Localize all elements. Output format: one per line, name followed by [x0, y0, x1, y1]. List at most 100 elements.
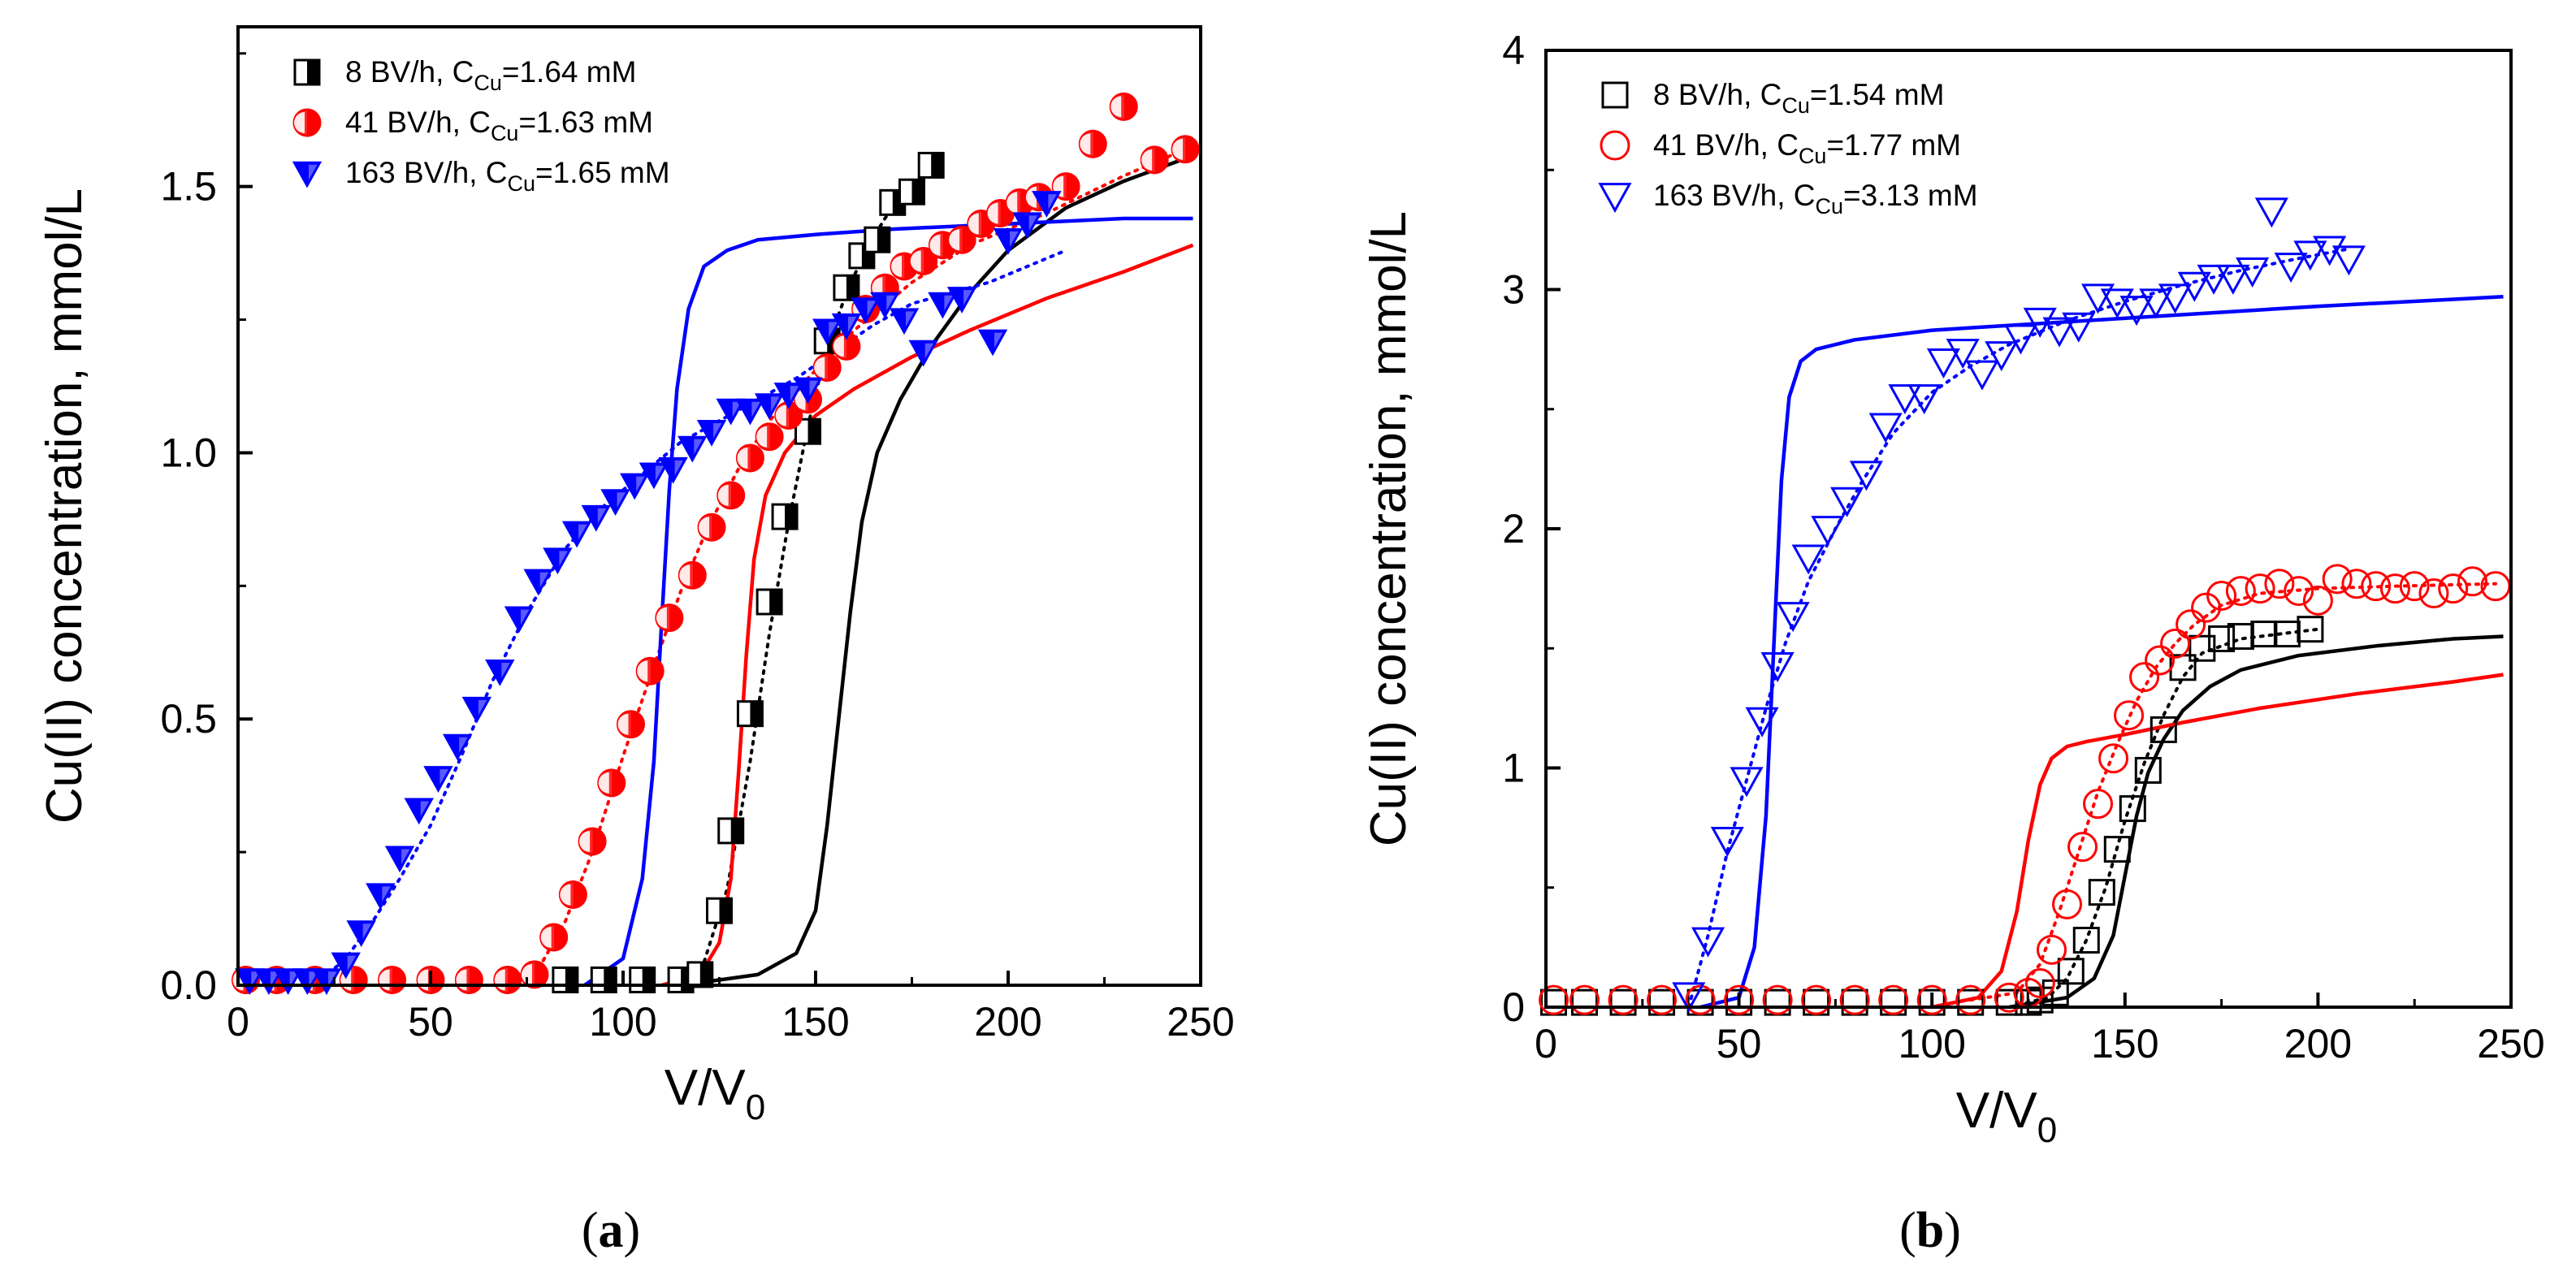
data-point-series-2	[597, 768, 626, 798]
data-point-series-2	[1569, 984, 1600, 1015]
legend-marker-symbol-3	[1598, 183, 1632, 214]
data-point-series-3	[2042, 317, 2076, 348]
y-tick-label: 1.5	[160, 164, 217, 210]
panel-b-y-axis-title: Cu(II) concentration, mmol/L	[1361, 211, 1417, 846]
data-point-series-1	[706, 897, 733, 924]
data-point-series-3	[696, 420, 727, 447]
legend-b-marker-1	[1601, 81, 1629, 109]
data-point-series-3	[2119, 296, 2154, 327]
data-point-series-2	[2457, 566, 2487, 597]
data-point-series-3	[504, 606, 535, 634]
data-point-series-2	[1801, 984, 1832, 1015]
data-point-series-1	[2119, 795, 2146, 823]
legend-b-marker-2	[1600, 130, 1630, 161]
data-point-series-3	[346, 920, 376, 947]
data-point-series-2	[1647, 984, 1678, 1015]
legend-b-item-1: 8 BV/h, CCu=1.54 mM	[1601, 78, 1944, 118]
x-tick-label: 0	[227, 999, 249, 1045]
data-point-series-1	[898, 178, 925, 205]
data-point-series-2	[2176, 609, 2206, 640]
series-3-points	[235, 191, 1062, 995]
data-point-series-2	[1608, 984, 1639, 1015]
legend-a-marker-3	[292, 161, 323, 188]
data-point-series-3	[1791, 544, 1825, 575]
data-point-series-2	[616, 710, 645, 739]
data-point-series-2	[2245, 573, 2275, 604]
data-point-series-3	[292, 968, 323, 995]
legend-a-label-3: 163 BV/h, CCu=1.65 mM	[345, 156, 670, 196]
fit-dotted-6	[1686, 247, 2351, 1009]
data-point-series-3	[993, 228, 1024, 255]
fit-dotted-series-2	[505, 147, 1187, 987]
data-point-series-2	[697, 513, 726, 542]
legend-a-item-1: 8 BV/h, CCu=1.64 mM	[293, 55, 636, 95]
data-point-series-2	[493, 965, 522, 994]
data-point-series-3	[2177, 271, 2211, 302]
data-point-series-2	[2083, 789, 2114, 820]
data-point-series-3	[384, 846, 415, 873]
y-tick-label: 0	[1502, 984, 1525, 1030]
data-point-series-2	[2024, 968, 2055, 999]
data-point-series-3	[423, 766, 453, 793]
data-point-series-3	[716, 398, 746, 426]
legend-b-label-2: 41 BV/h, CCu=1.77 mM	[1653, 128, 1961, 168]
data-point-series-3	[2236, 257, 2270, 288]
data-point-series-3	[831, 313, 862, 340]
y-tick-label: 4	[1502, 28, 1525, 73]
data-point-series-3	[812, 318, 842, 346]
data-point-series-2	[655, 603, 684, 633]
legend-a-marker-1	[293, 58, 321, 86]
data-point-series-2	[678, 560, 707, 590]
data-point-series-3	[2331, 245, 2366, 276]
x-tick-label: 150	[781, 999, 849, 1045]
data-point-series-3	[253, 968, 284, 995]
data-point-series-3	[620, 473, 650, 500]
legend-b-item-3: 163 BV/h, CCu=3.13 mM	[1598, 179, 1978, 218]
panel-a-ticks: 0 50 100 150 200 250 0.0 0.5 1.0 1.5	[160, 52, 1235, 1045]
panel-a-legend: 8 BV/h, CCu=1.64 mM 41 BV/h, CCu=1.63 mM…	[292, 55, 670, 196]
data-point-series-1	[2208, 625, 2236, 652]
data-point-series-1	[629, 966, 656, 993]
legend-marker-symbol-2	[292, 108, 322, 137]
panel-b-legend: 8 BV/h, CCu=1.54 mM 41 BV/h, CCu=1.77 mM…	[1598, 78, 1978, 218]
x-tick-label: 200	[974, 999, 1041, 1045]
legend-b-marker-3	[1598, 183, 1632, 214]
legend-marker-symbol-1	[293, 58, 321, 86]
x-tick-label: 150	[2091, 1021, 2158, 1066]
data-point-series-2	[454, 965, 483, 994]
data-point-series-2	[2225, 576, 2256, 607]
panel-b-x-axis-title: V/V0	[1956, 1083, 2057, 1150]
legend-b-item-2: 41 BV/h, CCu=1.77 mM	[1600, 128, 1961, 168]
panel-a-y-axis-title: Cu(II) concentration, mmol/L	[37, 188, 93, 824]
data-point-series-3	[754, 393, 785, 421]
data-point-series-1	[2150, 716, 2177, 743]
data-point-series-3	[600, 489, 630, 517]
x-tick-label: 50	[408, 999, 453, 1045]
data-point-series-2	[2191, 592, 2222, 623]
y-tick-label: 1	[1502, 746, 1525, 791]
data-point-series-3	[1907, 384, 1942, 415]
data-point-series-2	[1955, 984, 1986, 1015]
data-point-series-3	[928, 292, 958, 319]
legend-a-item-2: 41 BV/h, CCu=1.63 mM	[292, 106, 653, 145]
data-point-series-3	[1811, 516, 1845, 547]
fit-solid-series-3	[583, 216, 1193, 987]
x-tick-label: 250	[2477, 1021, 2544, 1066]
fit-solid-series-1	[680, 158, 1183, 988]
y-tick-label: 3	[1502, 267, 1525, 313]
data-point-series-2	[2129, 662, 2160, 693]
panel-a-plot-area	[231, 92, 1200, 995]
data-point-series-3	[543, 547, 573, 575]
panel-b: 0 50 100 150 200 250 0 1 2 3 4 8 BV/h, CCu=1.54 mM…	[1361, 28, 2545, 1258]
data-point-series-2	[2438, 573, 2469, 604]
data-point-series-3	[773, 383, 804, 409]
data-point-series-2	[1878, 984, 1909, 1015]
legend-marker-symbol-2	[1600, 130, 1630, 161]
data-point-series-2	[1109, 92, 1138, 121]
data-point-series-3	[1868, 413, 1903, 443]
x-tick-label: 200	[2284, 1021, 2352, 1066]
data-point-series-3	[658, 456, 688, 484]
panel-b-plot-area	[1539, 197, 2511, 1016]
data-point-series-2	[2160, 628, 2191, 659]
data-point-series-3	[2080, 283, 2115, 314]
